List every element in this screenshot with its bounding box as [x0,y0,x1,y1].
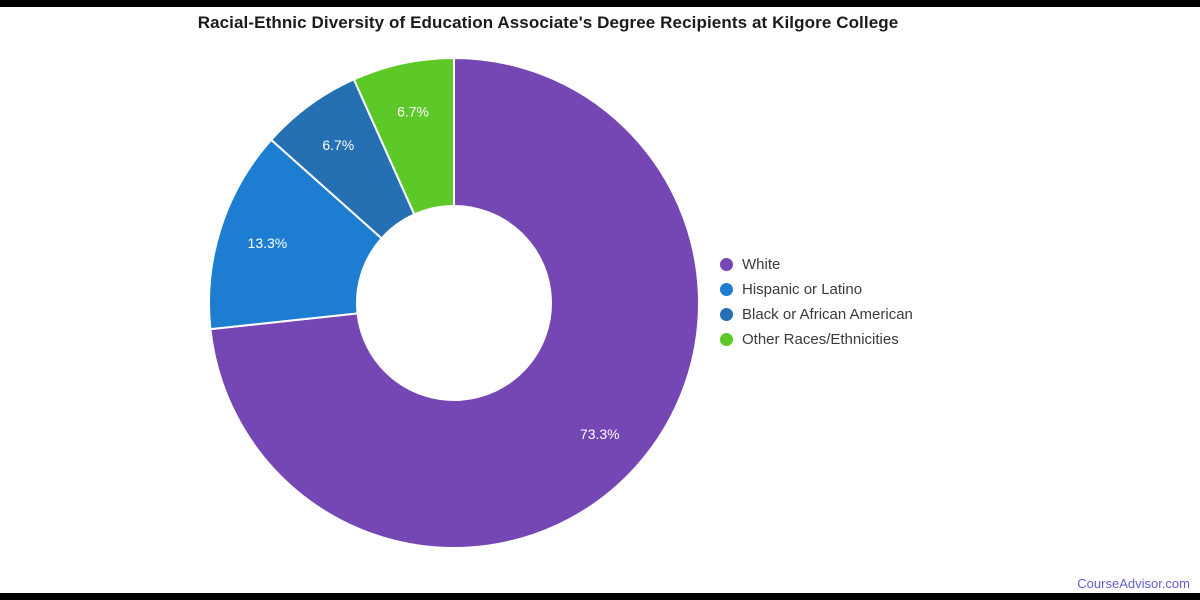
chart-title: Racial-Ethnic Diversity of Education Ass… [197,13,899,32]
legend-swatch-icon [720,333,733,346]
top-letterbox-bar [0,0,1200,7]
legend-item-black-or-african-american[interactable]: Black or African American [720,302,913,327]
legend-label: Hispanic or Latino [742,281,863,298]
legend-swatch-icon [720,308,733,321]
legend-label: Black or African American [742,306,913,323]
course-advisor-link[interactable]: CourseAdvisor.com [1077,576,1190,591]
legend-item-white[interactable]: White [720,252,913,277]
bottom-letterbox-bar [0,593,1200,600]
slice-label: 6.7% [397,103,429,119]
pie-slice-other-races-ethnicities[interactable] [352,57,455,216]
slice-label: 73.3% [580,426,620,442]
pie-slice-hispanic-or-latino[interactable] [208,138,383,331]
legend-swatch-icon [720,258,733,271]
legend-item-other-races-ethnicities[interactable]: Other Races/Ethnicities [720,327,913,352]
legend-label: White [742,256,781,273]
chart-legend: White Hispanic or Latino Black or African … [720,252,913,352]
slice-label: 6.7% [322,137,354,153]
pie-slice-white[interactable] [209,57,700,549]
legend-item-hispanic-or-latino[interactable]: Hispanic or Latino [720,277,913,302]
legend-label: Other Races/Ethnicities [742,331,899,348]
legend-swatch-icon [720,283,733,296]
slice-label: 13.3% [248,235,288,251]
